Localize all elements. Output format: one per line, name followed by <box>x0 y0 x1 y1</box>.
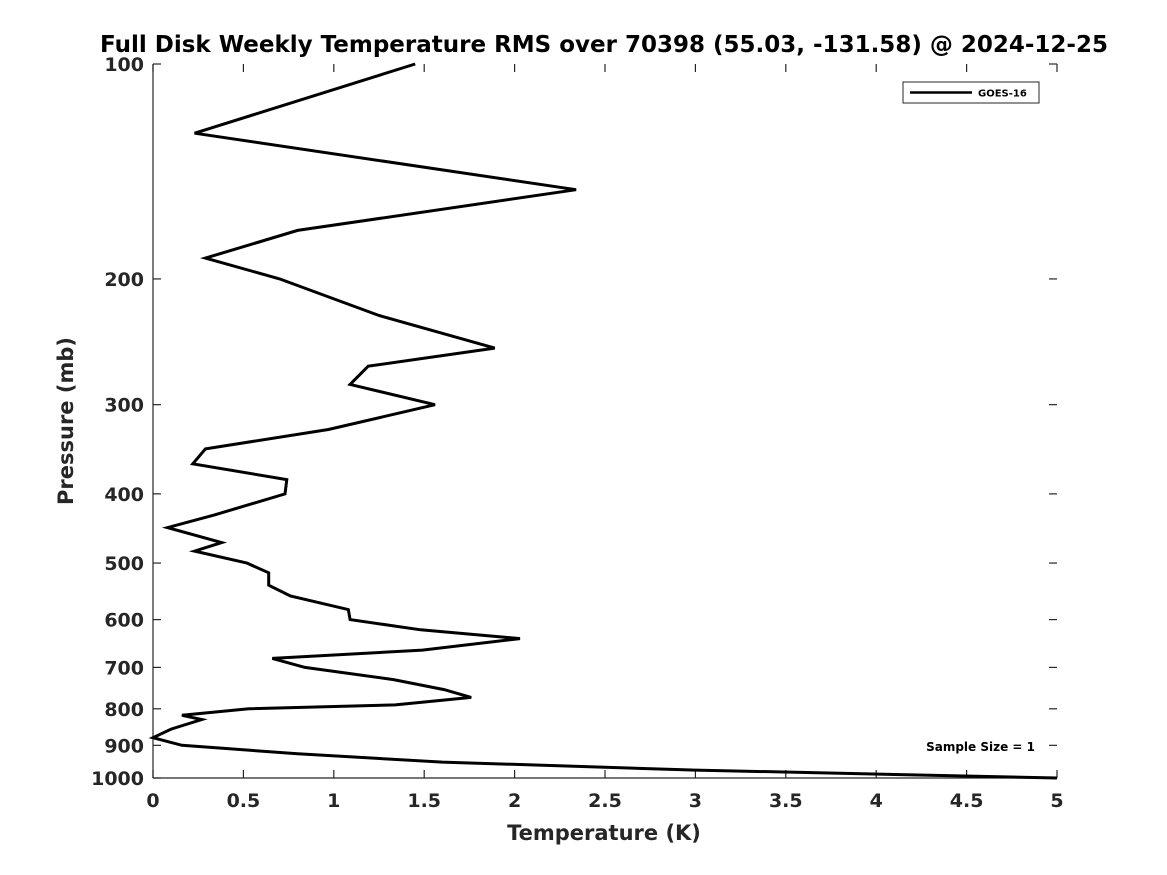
x-tick-label: 2.5 <box>588 790 622 812</box>
plot-area <box>153 64 1057 778</box>
y-axis-ticks: 100 200 300 400 500 600 700 800 900 1000 <box>91 54 1057 790</box>
legend: GOES-16 <box>902 81 1040 104</box>
chart-title: Full Disk Weekly Temperature RMS over 70… <box>100 32 1108 58</box>
y-tick-label: 400 <box>104 484 144 506</box>
x-tick-label: 4.5 <box>950 790 984 812</box>
y-tick-label: 500 <box>104 553 144 575</box>
y-tick-label: 800 <box>104 699 144 721</box>
x-tick-label: 0 <box>146 790 159 812</box>
y-tick-label: 900 <box>104 735 144 757</box>
x-tick-label: 3.5 <box>769 790 803 812</box>
y-tick-label: 700 <box>104 657 144 679</box>
x-tick-label: 1.5 <box>407 790 441 812</box>
x-tick-label: 5 <box>1050 790 1063 812</box>
series-layer <box>148 62 1058 780</box>
x-tick-label: 3 <box>689 790 702 812</box>
y-tick-label: 200 <box>104 269 144 291</box>
x-axis-label: Temperature (K) <box>507 821 701 845</box>
sample-size-annotation: Sample Size = 1 <box>926 740 1035 754</box>
x-tick-label: 1 <box>327 790 340 812</box>
y-tick-label: 1000 <box>91 768 144 790</box>
legend-label-goes-16: GOES-16 <box>978 89 1027 100</box>
x-axis-ticks: 0 0.5 1 1.5 2 2.5 3 3.5 4 4.5 5 <box>146 64 1064 812</box>
y-tick-label: 600 <box>104 610 144 632</box>
y-axis-label: Pressure (mb) <box>54 337 78 505</box>
series-line-goes-16 <box>148 62 1058 780</box>
x-tick-label: 2 <box>508 790 521 812</box>
y-tick-label: 300 <box>104 395 144 417</box>
x-tick-label: 0.5 <box>227 790 261 812</box>
x-tick-label: 4 <box>870 790 883 812</box>
y-tick-label: 100 <box>104 54 144 76</box>
